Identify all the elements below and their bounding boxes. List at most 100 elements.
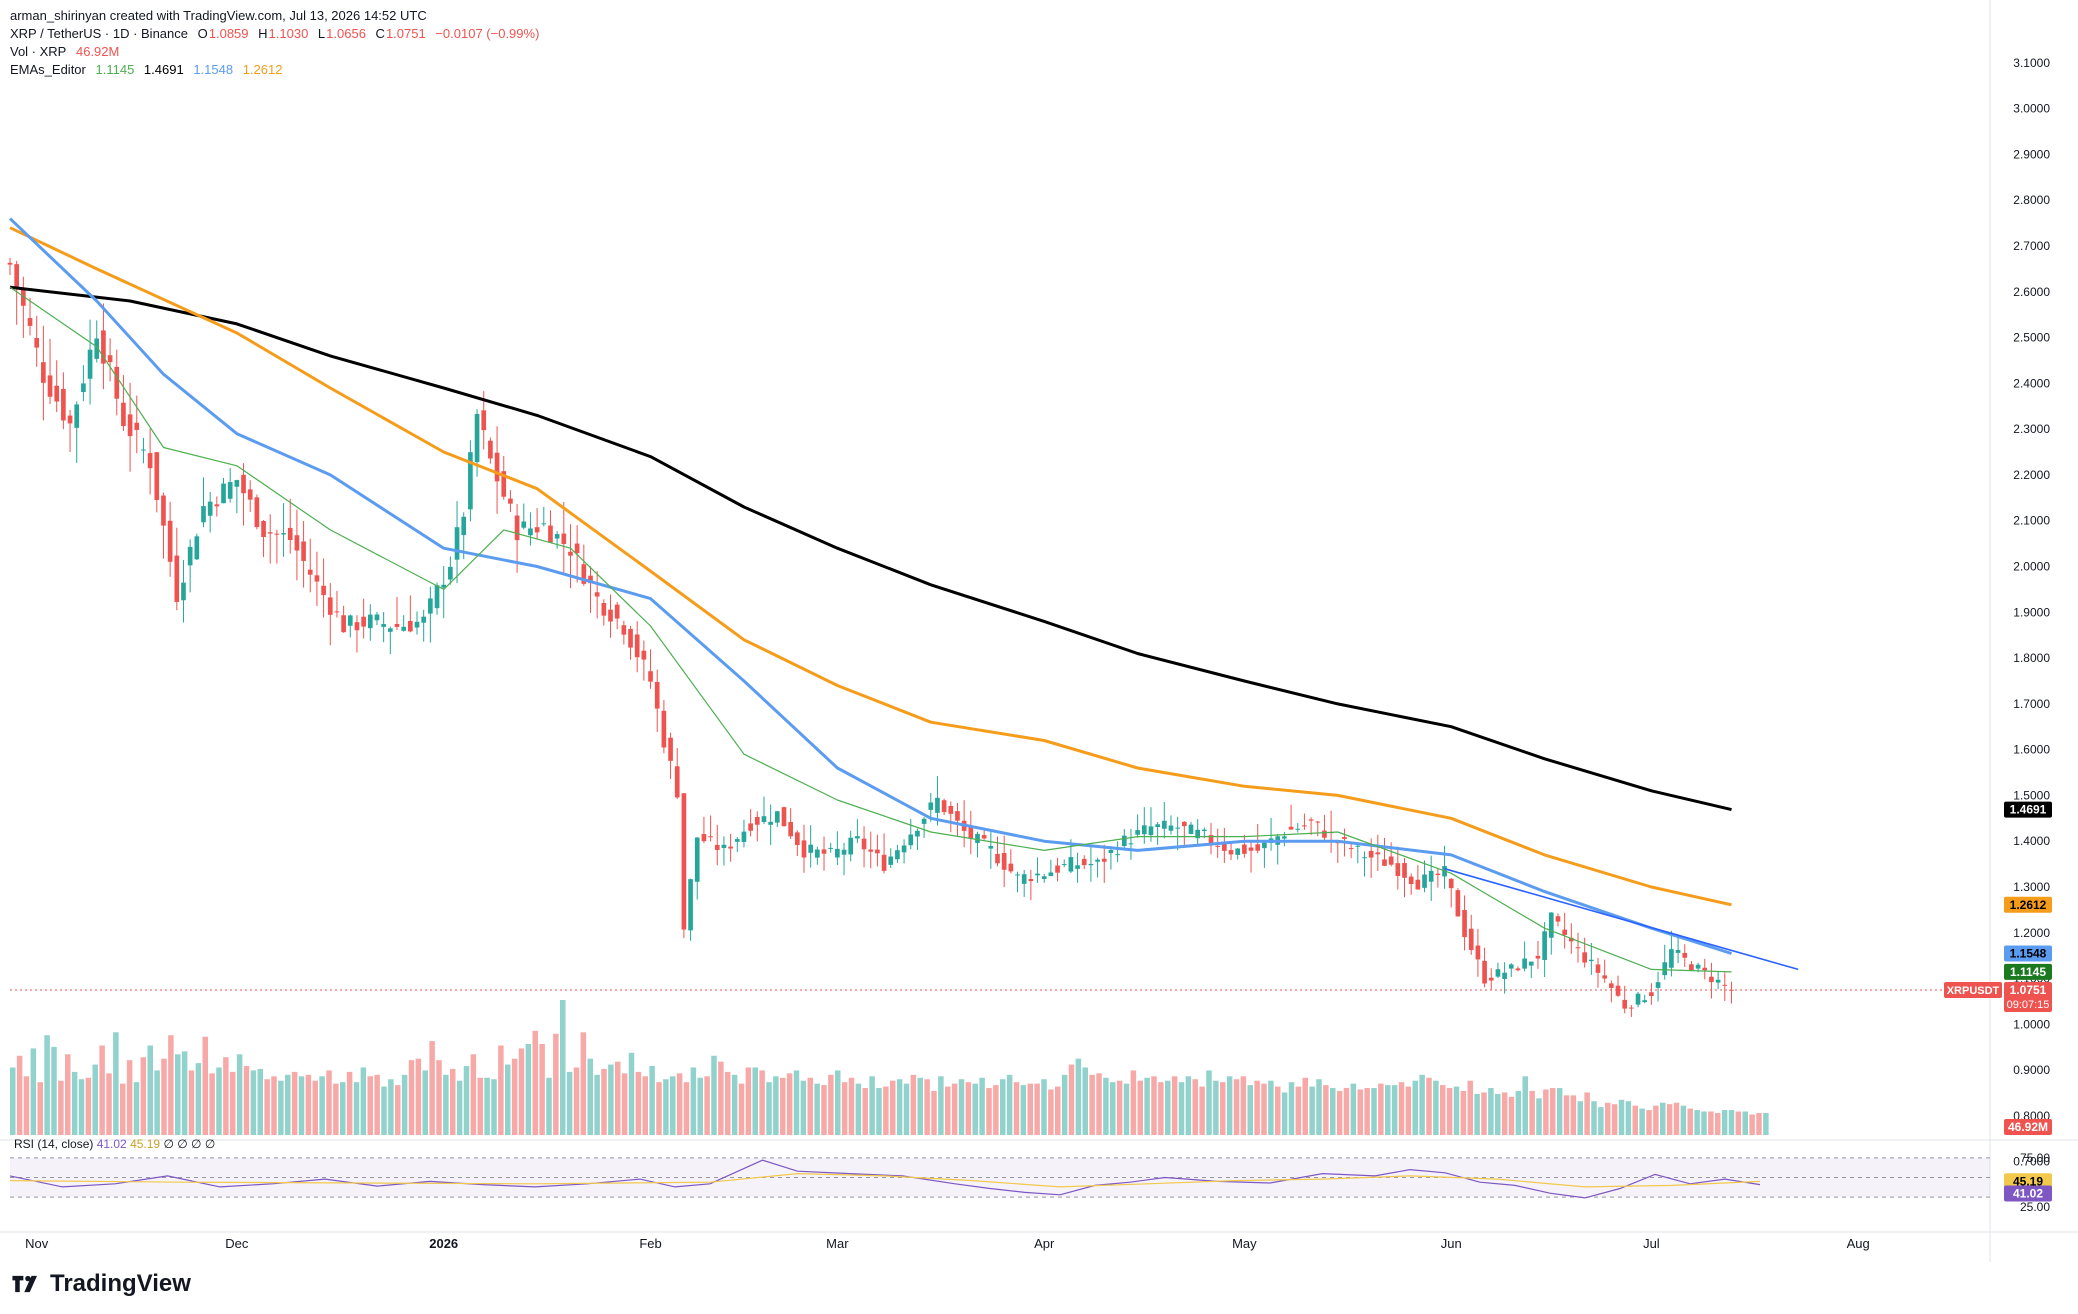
- candle-body: [21, 288, 26, 306]
- candle-body: [1448, 878, 1454, 889]
- volume-bar: [1756, 1112, 1762, 1135]
- volume-bar: [498, 1045, 504, 1135]
- brand-name: TradingView: [50, 1270, 191, 1297]
- volume-bar: [374, 1074, 380, 1135]
- price-tick-label: 1.4000: [2013, 834, 2050, 848]
- credit-line: arman_shirinyan created with TradingView…: [10, 8, 433, 23]
- volume-bar: [848, 1077, 855, 1135]
- candle-body: [287, 527, 293, 540]
- volume-bar: [1275, 1086, 1281, 1135]
- volume-bar: [202, 1036, 208, 1135]
- price-tick-label: 3.0000: [2013, 102, 2050, 116]
- candle-body: [81, 383, 86, 393]
- candle-body: [728, 846, 733, 849]
- volume-bar: [1336, 1090, 1343, 1135]
- price-tick-label: 2.0000: [2013, 560, 2050, 574]
- tradingview-brand[interactable]: TradingView: [10, 1270, 191, 1298]
- candle-body: [1635, 993, 1641, 1005]
- price-tick-label: 1.5000: [2013, 788, 2050, 802]
- candle-body: [61, 389, 66, 421]
- candle-body: [674, 766, 680, 798]
- volume-bar: [1646, 1110, 1652, 1135]
- candle-body: [1488, 977, 1494, 981]
- candle-body: [321, 585, 326, 596]
- candle-body: [768, 821, 773, 825]
- volume-bar: [1611, 1104, 1618, 1135]
- candle-body: [1689, 964, 1694, 971]
- candle-body: [521, 521, 527, 528]
- candle-body: [1342, 837, 1347, 839]
- volume-label[interactable]: Vol · XRP: [10, 44, 67, 59]
- credit-text: arman_shirinyan created with TradingView…: [10, 8, 427, 23]
- candle-body: [935, 797, 940, 813]
- candle-body: [621, 625, 627, 635]
- ema-label[interactable]: EMAs_Editor: [10, 62, 86, 77]
- ema200-value: 1.4691: [143, 62, 184, 77]
- candle-body: [488, 440, 493, 459]
- candle-body: [1695, 964, 1701, 969]
- volume-bar: [800, 1080, 807, 1135]
- volume-bar: [1158, 1082, 1164, 1135]
- candle-body: [1709, 976, 1714, 983]
- time-tick-label: Mar: [826, 1236, 849, 1251]
- volume-bar: [718, 1061, 724, 1135]
- candle-body: [47, 375, 53, 397]
- ema-50-line: [8, 217, 1732, 955]
- volume-bar: [560, 1000, 566, 1135]
- volume-bar: [615, 1061, 621, 1135]
- candle-body: [1061, 864, 1067, 866]
- candle-body: [1055, 865, 1060, 873]
- candle-body: [955, 811, 960, 821]
- volume-bar: [10, 1067, 16, 1135]
- candle-body: [734, 839, 740, 842]
- candle-body: [1161, 820, 1167, 829]
- volume-bar: [85, 1077, 92, 1135]
- candle-body: [414, 621, 420, 628]
- candle-body: [468, 452, 473, 510]
- price-tick-label: 0.7000: [2013, 1155, 2050, 1169]
- volume-bar: [1742, 1111, 1748, 1135]
- candle-body: [1495, 969, 1501, 977]
- candle-body: [941, 800, 947, 813]
- candle-body: [841, 849, 847, 855]
- volume-bar: [752, 1067, 758, 1135]
- candle-body: [1642, 1000, 1648, 1003]
- volume-bar: [1350, 1083, 1357, 1135]
- candle-body: [1395, 863, 1401, 876]
- volume-bar: [862, 1088, 868, 1135]
- volume-bar: [1508, 1096, 1515, 1135]
- candle-body: [1629, 1007, 1634, 1009]
- volume-bar: [1144, 1077, 1150, 1135]
- volume-bar: [470, 1054, 477, 1135]
- candle-body: [821, 849, 827, 854]
- candle-body: [1649, 992, 1654, 996]
- price-axis: 3.1000 3.0000 2.9000 2.8000 2.7000 2.6000 2.50…: [2013, 56, 2050, 1169]
- candle-body: [694, 837, 700, 882]
- volume-bar: [945, 1086, 951, 1135]
- symbol-text[interactable]: XRP / TetherUS · 1D · Binance: [10, 26, 188, 41]
- volume-bar: [1082, 1067, 1088, 1135]
- candle-body: [181, 582, 186, 601]
- volume-bar: [188, 1070, 195, 1135]
- volume-bar: [1061, 1074, 1068, 1135]
- candle-body: [1075, 865, 1080, 869]
- volume-bar: [773, 1076, 779, 1135]
- candle-body: [928, 802, 934, 810]
- time-tick-label: Dec: [225, 1236, 249, 1251]
- rsi-label: RSI (14, close) 41.02 45.19 ∅ ∅ ∅ ∅: [14, 1137, 215, 1151]
- candle-body: [968, 827, 974, 839]
- candle-body: [1568, 937, 1574, 942]
- volume-bar: [71, 1071, 78, 1135]
- candle-body: [528, 528, 533, 536]
- candle-body: [281, 533, 286, 535]
- candle-body: [641, 650, 647, 660]
- candle-body: [67, 415, 73, 424]
- volume-bar: [1653, 1105, 1659, 1135]
- volume-bar: [594, 1074, 600, 1135]
- volume-bar: [759, 1070, 765, 1135]
- volume-bar: [869, 1076, 875, 1135]
- candle-body: [754, 816, 760, 825]
- volume-bar: [1495, 1093, 1501, 1135]
- volume-bar: [1515, 1090, 1522, 1135]
